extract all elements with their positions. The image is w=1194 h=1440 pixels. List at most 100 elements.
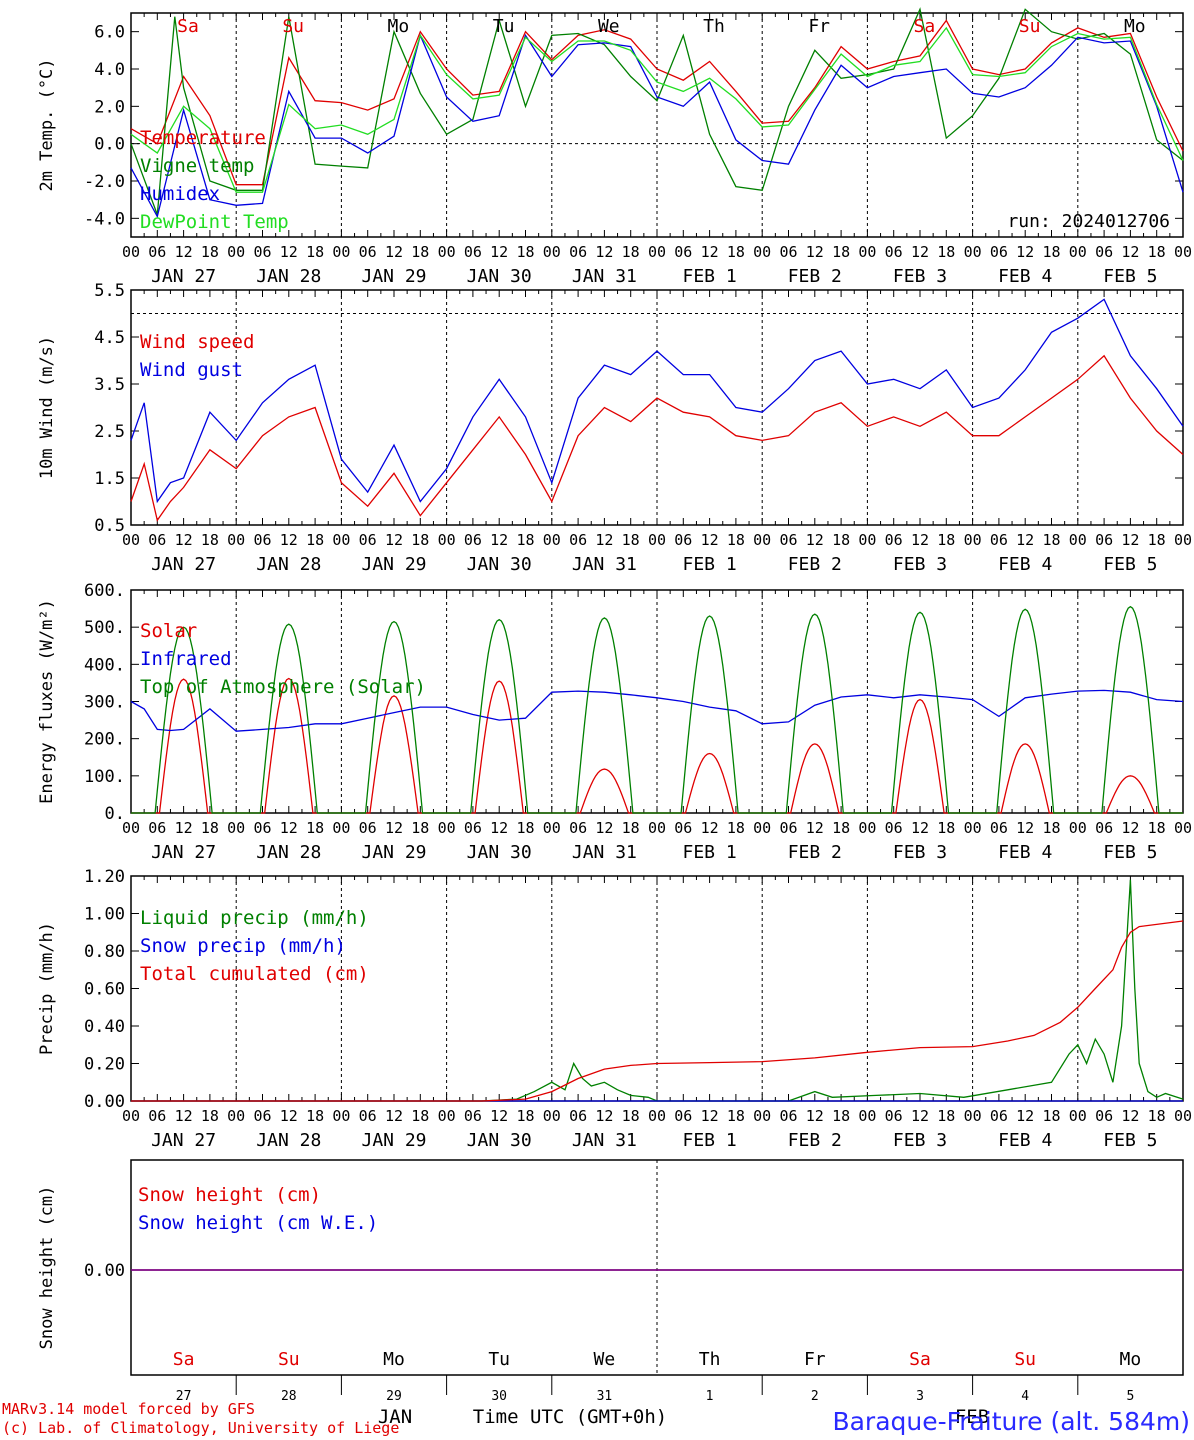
y-tick-label: 0.00 xyxy=(84,1261,125,1281)
day-name-bottom: Su xyxy=(1014,1349,1036,1370)
date-label: JAN 30 xyxy=(467,554,532,575)
hour-label: 18 xyxy=(1148,1107,1166,1125)
hour-label: 18 xyxy=(622,243,640,261)
date-label: FEB 3 xyxy=(893,266,947,287)
hour-label: 06 xyxy=(885,531,903,549)
y-tick-label: 300. xyxy=(84,693,125,713)
hour-label: 18 xyxy=(832,531,850,549)
date-label: FEB 4 xyxy=(998,554,1052,575)
hour-label: 06 xyxy=(148,1107,166,1125)
date-label: JAN 31 xyxy=(572,1130,637,1151)
date-label: JAN 27 xyxy=(151,554,216,575)
panel-frame-1 xyxy=(130,12,1184,238)
date-label: JAN 27 xyxy=(151,1130,216,1151)
hour-label: 06 xyxy=(1095,819,1113,837)
date-label: FEB 5 xyxy=(1103,266,1157,287)
hour-label: 18 xyxy=(832,1107,850,1125)
y-tick-label: 500. xyxy=(84,618,125,638)
hour-label: 12 xyxy=(911,243,929,261)
date-label: JAN 31 xyxy=(572,554,637,575)
y-tick-label: 0. xyxy=(105,804,125,824)
y-tick-label: 0.0 xyxy=(94,135,125,155)
hour-label: 12 xyxy=(385,1107,403,1125)
hour-label: 06 xyxy=(569,819,587,837)
hour-label: 06 xyxy=(253,531,271,549)
hour-label: 12 xyxy=(1016,243,1034,261)
y-tick-label: 1.5 xyxy=(94,469,125,489)
hour-label: 06 xyxy=(885,819,903,837)
hour-label: 00 xyxy=(332,819,350,837)
hour-label: 18 xyxy=(516,243,534,261)
date-label: FEB 3 xyxy=(893,1130,947,1151)
day-name-top: We xyxy=(598,16,620,37)
hour-label: 18 xyxy=(1042,531,1060,549)
hour-label: 12 xyxy=(806,531,824,549)
hour-label: 06 xyxy=(464,243,482,261)
day-name-bottom: Sa xyxy=(173,1349,195,1370)
y-tick-label: 1.00 xyxy=(84,905,125,925)
legend-entry: Liquid precip (mm/h) xyxy=(140,907,369,929)
y-axis-label: 2m Temp. (°C) xyxy=(37,58,57,191)
hour-label: 12 xyxy=(701,819,719,837)
hour-label: 12 xyxy=(595,243,613,261)
hour-label: 00 xyxy=(227,1107,245,1125)
hour-label: 18 xyxy=(411,243,429,261)
hour-label: 00 xyxy=(1069,1107,1087,1125)
day-name-bottom: Sa xyxy=(909,1349,931,1370)
day-name-top: Su xyxy=(282,16,304,37)
day-name-top: Su xyxy=(1019,16,1041,37)
hour-label: 18 xyxy=(622,1107,640,1125)
y-tick-label: 4.5 xyxy=(94,328,125,348)
y-tick-label: 5.5 xyxy=(94,281,125,301)
y-tick-label: 0.60 xyxy=(84,980,125,1000)
hour-label: 06 xyxy=(253,1107,271,1125)
y-tick-label: 4.0 xyxy=(94,60,125,80)
hour-label: 12 xyxy=(1121,531,1139,549)
hour-label: 00 xyxy=(753,243,771,261)
y-axis-label: 10m Wind (m/s) xyxy=(37,336,57,479)
date-label: JAN 29 xyxy=(361,1130,426,1151)
date-label: JAN 29 xyxy=(361,266,426,287)
hour-label: 06 xyxy=(779,1107,797,1125)
date-label: JAN 27 xyxy=(151,266,216,287)
y-tick-label: 0.20 xyxy=(84,1055,125,1075)
series-line-humidex xyxy=(130,33,1184,219)
hour-label: 06 xyxy=(253,243,271,261)
hour-label: 00 xyxy=(438,819,456,837)
hour-label: 12 xyxy=(175,243,193,261)
y-tick-label: 0.00 xyxy=(84,1092,125,1112)
hour-label: 06 xyxy=(148,531,166,549)
series-line-vigne-temp xyxy=(130,7,1184,215)
legend-entry: DewPoint Temp xyxy=(140,211,289,233)
hour-label: 06 xyxy=(569,243,587,261)
footer-model: MARv3.14 model forced by GFS xyxy=(2,1400,255,1418)
hour-label: 06 xyxy=(1095,531,1113,549)
hour-label: 18 xyxy=(937,243,955,261)
hour-label: 06 xyxy=(1095,243,1113,261)
date-label: JAN 29 xyxy=(361,842,426,863)
hour-label: 00 xyxy=(543,819,561,837)
hour-label: 18 xyxy=(937,1107,955,1125)
day-number: 1 xyxy=(706,1389,714,1404)
hour-label: 06 xyxy=(464,531,482,549)
hour-label: 06 xyxy=(779,531,797,549)
hour-label: 12 xyxy=(1016,1107,1034,1125)
y-axis-label: Precip (mm/h) xyxy=(37,922,57,1055)
hour-label: 18 xyxy=(1042,1107,1060,1125)
hour-label: 06 xyxy=(674,531,692,549)
hour-label: 18 xyxy=(201,819,219,837)
hour-label: 12 xyxy=(701,531,719,549)
hour-label: 00 xyxy=(753,531,771,549)
hour-label: 12 xyxy=(490,531,508,549)
y-tick-label: 600. xyxy=(84,581,125,601)
series-line-wind-speed xyxy=(130,354,1184,522)
hour-label: 12 xyxy=(280,531,298,549)
legend-entry: Total cumulated (cm) xyxy=(140,963,369,985)
hour-label: 00 xyxy=(227,819,245,837)
hour-label: 00 xyxy=(543,243,561,261)
legend-entry: Top of Atmosphere (Solar) xyxy=(140,676,426,698)
day-number: 29 xyxy=(386,1389,402,1404)
y-axis-label: Snow height (cm) xyxy=(37,1186,57,1350)
hour-label: 06 xyxy=(990,1107,1008,1125)
hour-label: 12 xyxy=(701,243,719,261)
